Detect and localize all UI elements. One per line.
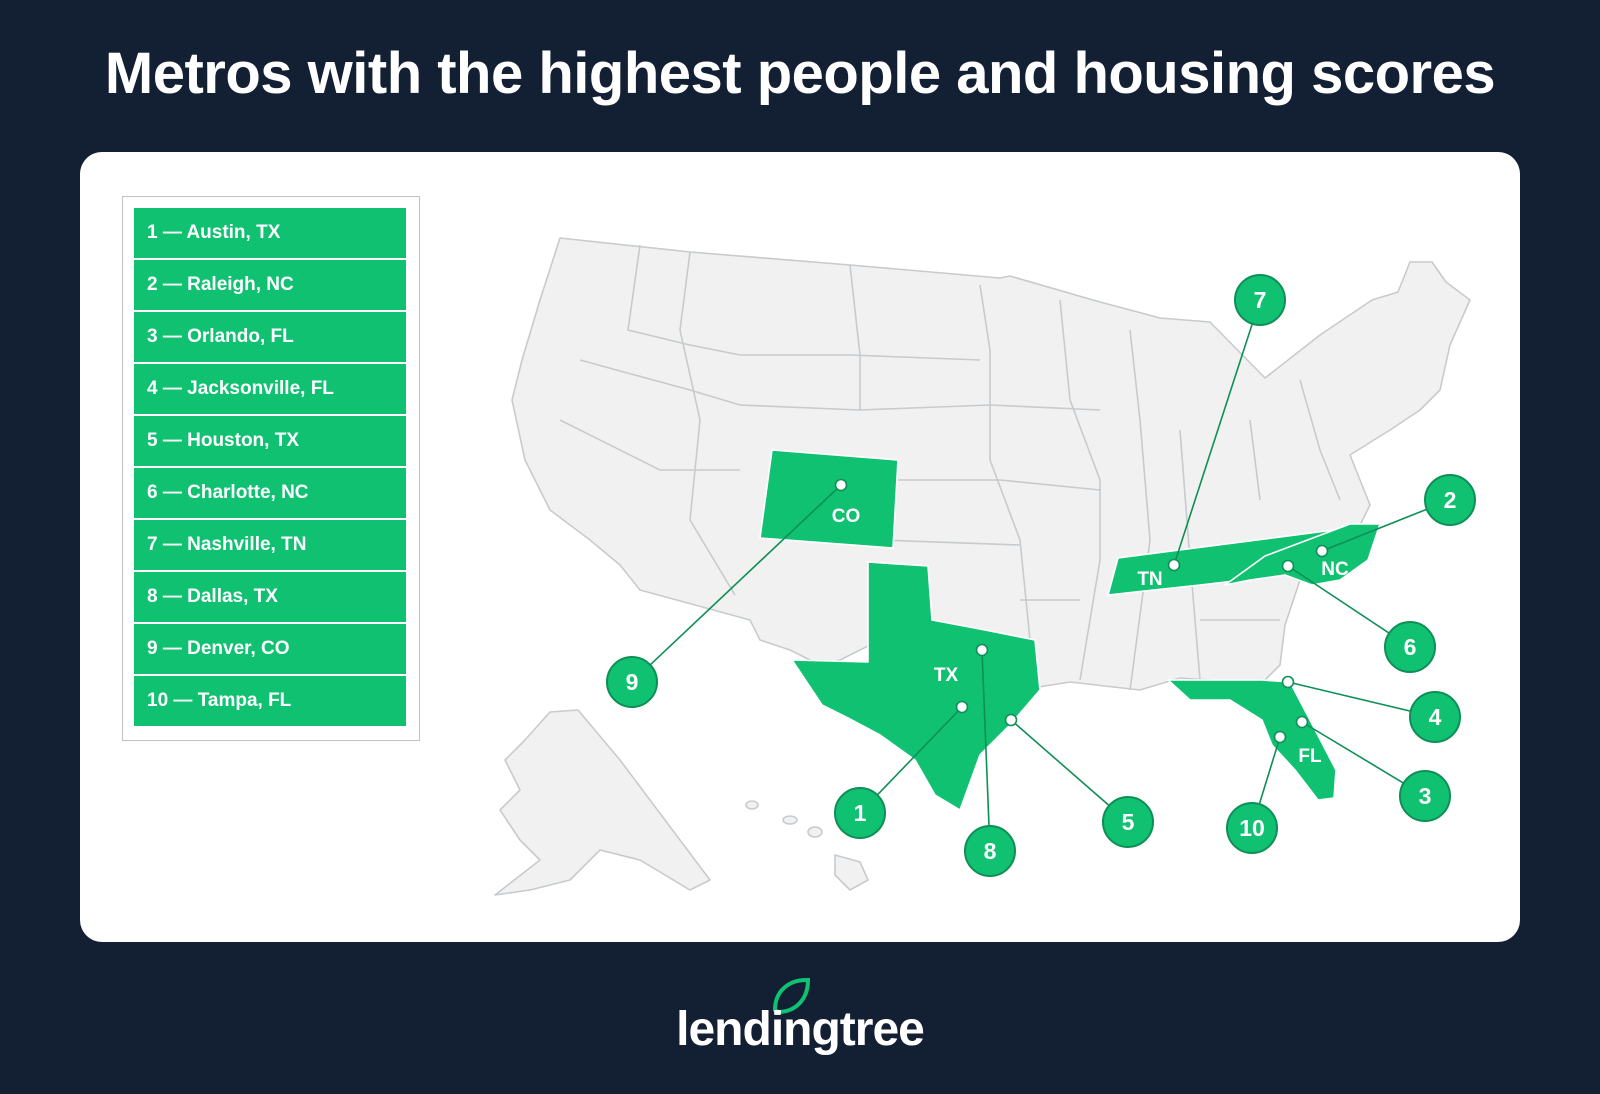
- legend-item: 1 — Austin, TX: [134, 208, 406, 258]
- state-nc: [1224, 523, 1381, 586]
- state-tx: [791, 561, 1041, 811]
- rank-bubble: 9: [606, 656, 658, 708]
- rank-bubble: 10: [1226, 802, 1278, 854]
- page-title: Metros with the highest people and housi…: [104, 41, 1496, 106]
- legend-item: 4 — Jacksonville, FL: [134, 364, 406, 414]
- rank-number: 2: [1444, 487, 1457, 513]
- legend-item: 6 — Charlotte, NC: [134, 468, 406, 518]
- state-label-tx: TX: [934, 665, 959, 686]
- rank-number: 8: [984, 838, 997, 864]
- rank-bubble: 2: [1424, 474, 1476, 526]
- rank-number: 10: [1239, 815, 1265, 841]
- rank-bubble: 8: [964, 825, 1016, 877]
- state-label-fl: FL: [1298, 746, 1322, 767]
- rank-bubble: 3: [1399, 770, 1451, 822]
- legend-item: 3 — Orlando, FL: [134, 312, 406, 362]
- alaska: [494, 709, 711, 896]
- rank-number: 1: [854, 800, 867, 826]
- rank-bubble: 7: [1234, 274, 1286, 326]
- legend-item: 8 — Dallas, TX: [134, 572, 406, 622]
- rank-bubble: 1: [834, 787, 886, 839]
- hawaii: [745, 800, 869, 891]
- location-dots: [834, 478, 1329, 744]
- rank-number: 9: [626, 669, 639, 695]
- rank-number: 4: [1429, 704, 1442, 730]
- legend-item: 7 — Nashville, TN: [134, 520, 406, 570]
- rank-number: 5: [1122, 809, 1135, 835]
- rank-bubble: 6: [1384, 621, 1436, 673]
- rank-number: 7: [1254, 287, 1267, 313]
- legend: 1 — Austin, TX 2 — Raleigh, NC 3 — Orlan…: [122, 196, 420, 741]
- rank-bubble: 4: [1409, 691, 1461, 743]
- rank-number: 6: [1404, 634, 1417, 660]
- state-label-co: CO: [832, 506, 861, 527]
- state-co: [759, 449, 899, 549]
- state-label-nc: NC: [1321, 559, 1349, 580]
- leaf-icon: [772, 978, 811, 1015]
- rank-number: 3: [1419, 783, 1432, 809]
- state-label-tn: TN: [1137, 569, 1162, 590]
- rank-bubble: 5: [1102, 796, 1154, 848]
- legend-item: 5 — Houston, TX: [134, 416, 406, 466]
- brand-logo: lendingtree: [676, 1003, 925, 1056]
- legend-item: 9 — Denver, CO: [134, 624, 406, 674]
- state-fl: [1167, 679, 1337, 801]
- legend-item: 2 — Raleigh, NC: [134, 260, 406, 310]
- legend-item: 10 — Tampa, FL: [134, 676, 406, 726]
